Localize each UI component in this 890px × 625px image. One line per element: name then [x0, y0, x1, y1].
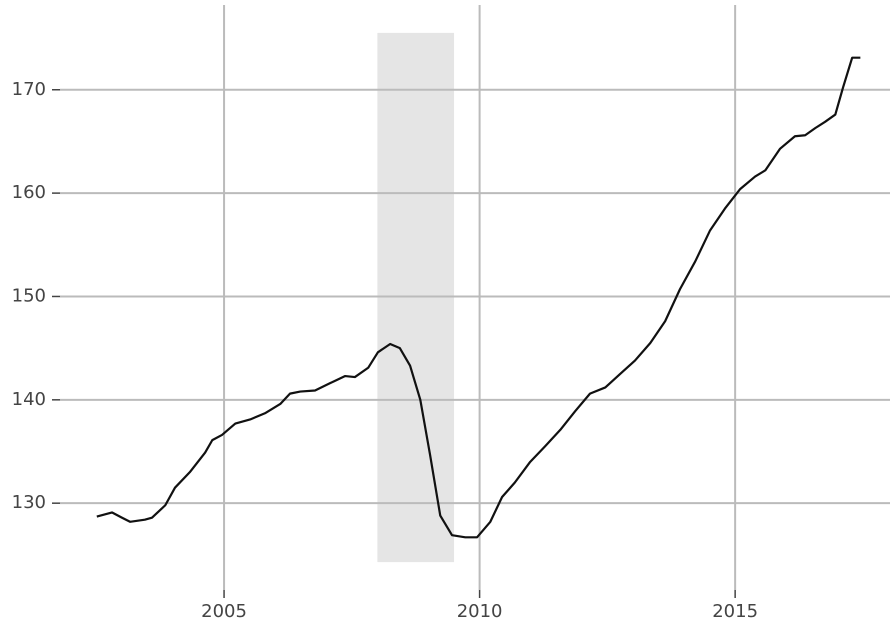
- x-tick-label: 2005: [201, 601, 247, 622]
- y-tick-label: 160: [12, 182, 46, 203]
- x-tick-label: 2015: [712, 601, 758, 622]
- line: [96, 56, 861, 539]
- y-tick-label: 130: [12, 492, 46, 513]
- y-tick-label: 170: [12, 79, 46, 100]
- y-tick-label: 150: [12, 285, 46, 306]
- y-tick-label: 140: [12, 389, 46, 410]
- shaded-region: [377, 32, 455, 563]
- x-tick-label: 2010: [457, 601, 503, 622]
